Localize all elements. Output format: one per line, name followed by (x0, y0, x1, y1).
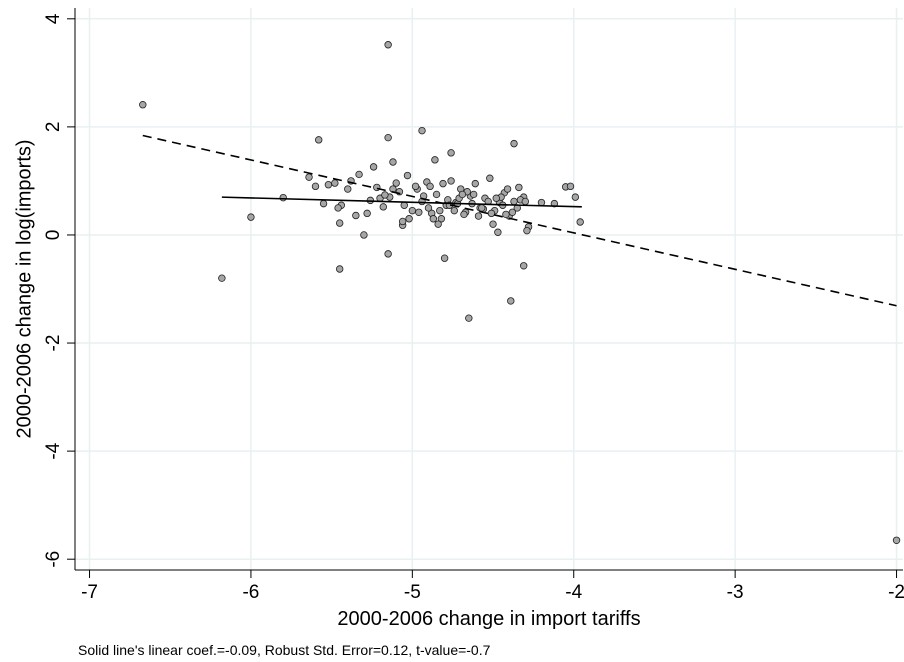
x-tick-label: -2 (888, 582, 904, 603)
point (494, 228, 502, 236)
point (465, 314, 473, 322)
point (576, 218, 584, 226)
fit-line (221, 196, 582, 208)
fit-line (142, 134, 897, 307)
point (447, 177, 455, 185)
point (424, 204, 433, 212)
point (507, 297, 515, 305)
x-tick-label: -6 (242, 582, 259, 603)
point (478, 204, 486, 212)
point (384, 133, 392, 142)
point (460, 210, 468, 219)
point (319, 199, 328, 208)
point (398, 217, 407, 226)
y-tick-label: -6 (43, 551, 64, 568)
x-axis-title: 2000-2006 change in import tariffs (337, 608, 640, 630)
x-tick-label: -3 (727, 582, 744, 603)
point (400, 201, 408, 209)
point (437, 215, 446, 223)
point (352, 211, 360, 220)
point (474, 212, 483, 220)
point (458, 190, 467, 199)
point (471, 179, 479, 188)
y-tick-label: 0 (43, 230, 64, 241)
point (315, 136, 323, 144)
point (247, 213, 255, 221)
point (418, 126, 426, 135)
y-tick-label: 2 (43, 122, 64, 133)
point (521, 197, 530, 206)
y-tick-label: -2 (43, 335, 64, 352)
point (508, 208, 517, 216)
point (487, 209, 496, 218)
point (405, 215, 413, 223)
x-tick-label: -5 (404, 582, 421, 603)
point (510, 139, 518, 148)
point (392, 179, 400, 187)
point (436, 206, 444, 215)
point (515, 183, 523, 192)
point (434, 220, 442, 228)
point (336, 265, 344, 273)
point (389, 158, 397, 166)
point (520, 262, 528, 270)
point (447, 149, 455, 157)
point (486, 174, 494, 182)
point (523, 226, 531, 235)
point (892, 536, 901, 544)
point (311, 182, 320, 191)
point (403, 171, 412, 180)
point (510, 197, 518, 206)
point (415, 208, 423, 216)
point (489, 220, 497, 228)
point (355, 170, 363, 179)
point (381, 191, 389, 199)
point (218, 274, 226, 282)
point (379, 203, 387, 211)
point (439, 179, 447, 188)
point (139, 101, 147, 109)
point (344, 185, 352, 193)
point (279, 193, 287, 202)
point (331, 179, 339, 187)
point (492, 194, 500, 202)
point (450, 206, 458, 215)
point (411, 182, 420, 191)
y-tick-label: 4 (43, 13, 64, 24)
point (537, 198, 546, 207)
point (469, 190, 478, 199)
point (336, 219, 344, 227)
point (363, 209, 371, 218)
point (432, 190, 441, 199)
point (431, 156, 439, 164)
point (384, 250, 392, 258)
point (502, 210, 510, 219)
point (305, 173, 313, 181)
point (384, 41, 392, 49)
point (571, 193, 580, 201)
y-axis-title: 2000-2006 change in log(imports) (13, 139, 35, 438)
point (408, 206, 417, 215)
point (429, 215, 438, 223)
x-tick-label: -7 (81, 582, 98, 603)
point (440, 254, 449, 262)
point (334, 204, 342, 212)
point (426, 182, 434, 191)
point (566, 182, 575, 191)
point (369, 163, 378, 171)
point (360, 231, 368, 239)
point (324, 181, 333, 189)
y-tick-label: -4 (43, 442, 64, 459)
x-tick-label: -4 (565, 582, 582, 603)
note: Solid line's linear coef.=-0.09, Robust … (78, 642, 491, 658)
point (503, 185, 512, 193)
